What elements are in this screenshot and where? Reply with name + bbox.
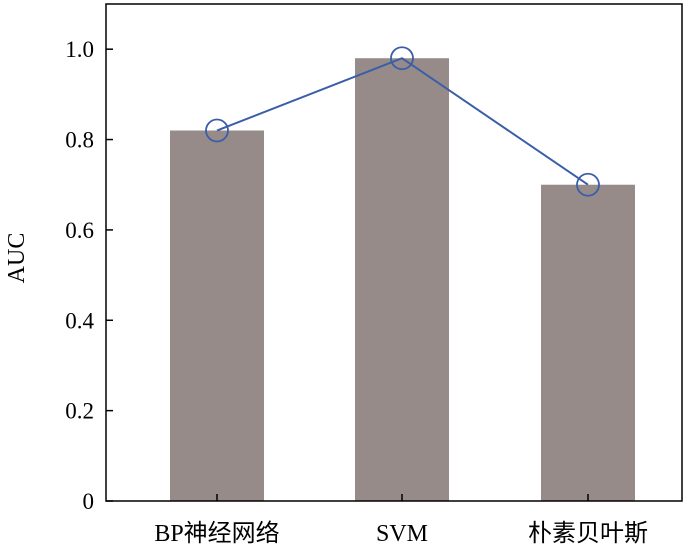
x-tick-label-1: SVM — [376, 521, 428, 547]
bar-1 — [355, 58, 449, 502]
y-tick-label-4: 0.8 — [65, 128, 94, 153]
y-axis-label: AUC — [4, 233, 30, 284]
y-tick-label-0: 0 — [83, 489, 95, 514]
bars-layer — [170, 58, 635, 502]
line-marker-1 — [390, 46, 414, 71]
series-line — [216, 57, 589, 186]
line-marker-2 — [576, 172, 600, 197]
y-tick-label-2: 0.4 — [65, 308, 94, 333]
bar-2 — [541, 184, 635, 501]
line-layer — [205, 46, 600, 197]
plot-frame — [105, 3, 683, 502]
x-tick-label-2: 朴素贝叶斯 — [528, 520, 648, 547]
bar-0 — [170, 130, 264, 501]
y-tick-label-5: 1.0 — [65, 37, 94, 62]
line-marker-0 — [205, 118, 229, 143]
x-tick-label-0: BP神经网络 — [154, 520, 279, 547]
y-tick-label-1: 0.2 — [65, 399, 94, 424]
y-tick-label-3: 0.6 — [65, 218, 94, 243]
axes-layer: 0 0.2 0.4 0.6 0.8 1.0 BP神经网络 SVM 朴素贝叶斯 — [65, 3, 683, 547]
